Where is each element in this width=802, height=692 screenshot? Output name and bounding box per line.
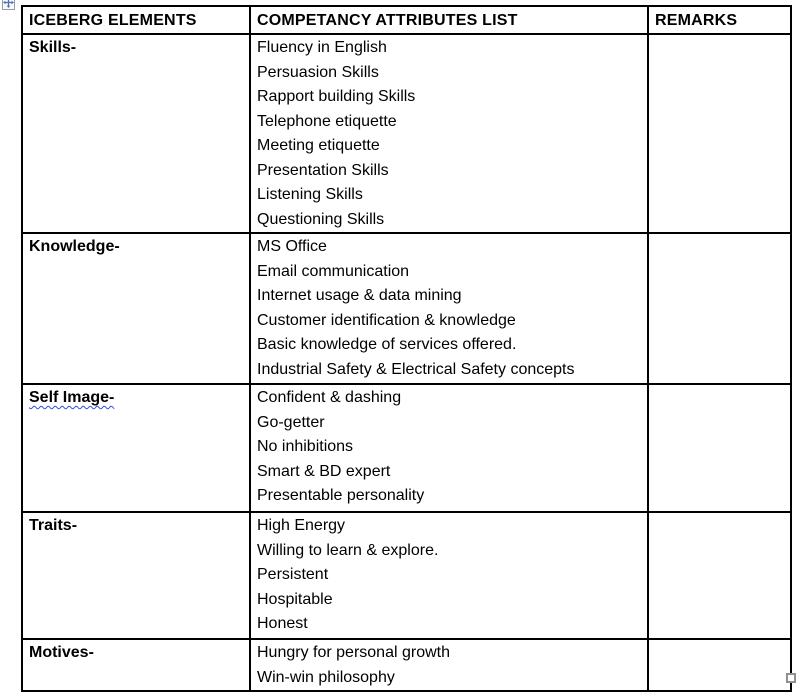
remarks-cell[interactable] [647, 232, 792, 385]
competency-table: ICEBERG ELEMENTS COMPETANCY ATTRIBUTES L… [21, 5, 792, 692]
attribute-item: Email communication [257, 262, 410, 280]
iceberg-element-label: Knowledge- [29, 238, 120, 255]
attribute-item: Basic knowledge of services offered. [257, 336, 517, 353]
attributes-cell[interactable]: High Energy Willing to learn & explore. Pe… [249, 511, 649, 640]
attribute-item: Hungry for personal growth [257, 644, 450, 661]
attribute-item: Confident & dashing [257, 389, 402, 406]
attributes-cell[interactable]: Hungry for personal growth Win-win philos… [249, 638, 649, 692]
header-cell-remarks[interactable]: REMARKS [647, 5, 792, 35]
attribute-item: Win-win philosophy [257, 668, 395, 686]
iceberg-element-cell[interactable]: Motives- [21, 638, 251, 692]
table-row-knowledge: Knowledge- MS Office Email communication I… [21, 232, 792, 385]
table-move-handle-icon[interactable] [2, 0, 15, 10]
table-row-skills: Skills- Fluency in English Persuasion Ski… [21, 33, 792, 234]
attribute-item: Rapport building Skills [257, 88, 416, 105]
table-resize-handle-icon[interactable] [786, 673, 796, 683]
iceberg-element-cell[interactable]: Self Image- [21, 383, 251, 513]
attribute-item: Go-getter [257, 413, 325, 431]
attribute-item: Presentable personality [257, 487, 425, 504]
attributes-cell[interactable]: Fluency in English Persuasion Skills Rappo… [249, 33, 649, 234]
attribute-item: Smart & BD expert [257, 462, 391, 480]
header-cell-competancy-attributes-list[interactable]: COMPETANCY ATTRIBUTES LIST [249, 5, 649, 35]
attributes-cell[interactable]: MS Office Email communication Internet usa… [249, 232, 649, 385]
table-row-traits: Traits- High Energy Willing to learn & ex… [21, 511, 792, 640]
iceberg-element-cell[interactable]: Skills- [21, 33, 251, 234]
attribute-item: Willing to learn & explore. [257, 541, 439, 559]
attribute-item: Honest [257, 615, 308, 632]
attribute-item: Persuasion Skills [257, 63, 379, 81]
attribute-item: MS Office [257, 238, 327, 255]
iceberg-element-label: Skills- [29, 39, 77, 56]
remarks-cell[interactable] [647, 33, 792, 234]
attribute-item: Persistent [257, 566, 329, 583]
iceberg-element-label: Self Image- [29, 389, 115, 406]
remarks-cell[interactable] [647, 383, 792, 513]
remarks-cell[interactable] [647, 511, 792, 640]
iceberg-element-cell[interactable]: Traits- [21, 511, 251, 640]
attribute-item: Meeting etiquette [257, 137, 380, 154]
attribute-item: Industrial Safety & Electrical Safety co… [257, 360, 575, 378]
attribute-item: Presentation Skills [257, 161, 389, 179]
header-cell-iceberg-elements[interactable]: ICEBERG ELEMENTS [21, 5, 251, 35]
attributes-cell[interactable]: Confident & dashing Go-getter No inhibitio… [249, 383, 649, 513]
iceberg-element-cell[interactable]: Knowledge- [21, 232, 251, 385]
attribute-item: No inhibitions [257, 438, 354, 455]
attribute-item: Telephone etiquette [257, 112, 397, 130]
iceberg-element-label: Motives- [29, 644, 94, 661]
four-direction-arrow-icon [3, 0, 14, 8]
attribute-item: Customer identification & knowledge [257, 311, 516, 329]
attribute-item: Fluency in English [257, 39, 387, 56]
attribute-item: Questioning Skills [257, 210, 385, 228]
iceberg-element-label: Traits- [29, 517, 78, 534]
table-row-motives: Motives- Hungry for personal growth Win-w… [21, 638, 792, 692]
table-row-self-image: Self Image- Confident & dashing Go-getter… [21, 383, 792, 513]
attribute-item: Internet usage & data mining [257, 287, 462, 304]
remarks-cell[interactable] [647, 638, 792, 692]
attribute-item: High Energy [257, 517, 346, 534]
attribute-item: Hospitable [257, 590, 333, 608]
attribute-item: Listening Skills [257, 186, 363, 203]
table-header-row: ICEBERG ELEMENTS COMPETANCY ATTRIBUTES L… [21, 5, 792, 35]
